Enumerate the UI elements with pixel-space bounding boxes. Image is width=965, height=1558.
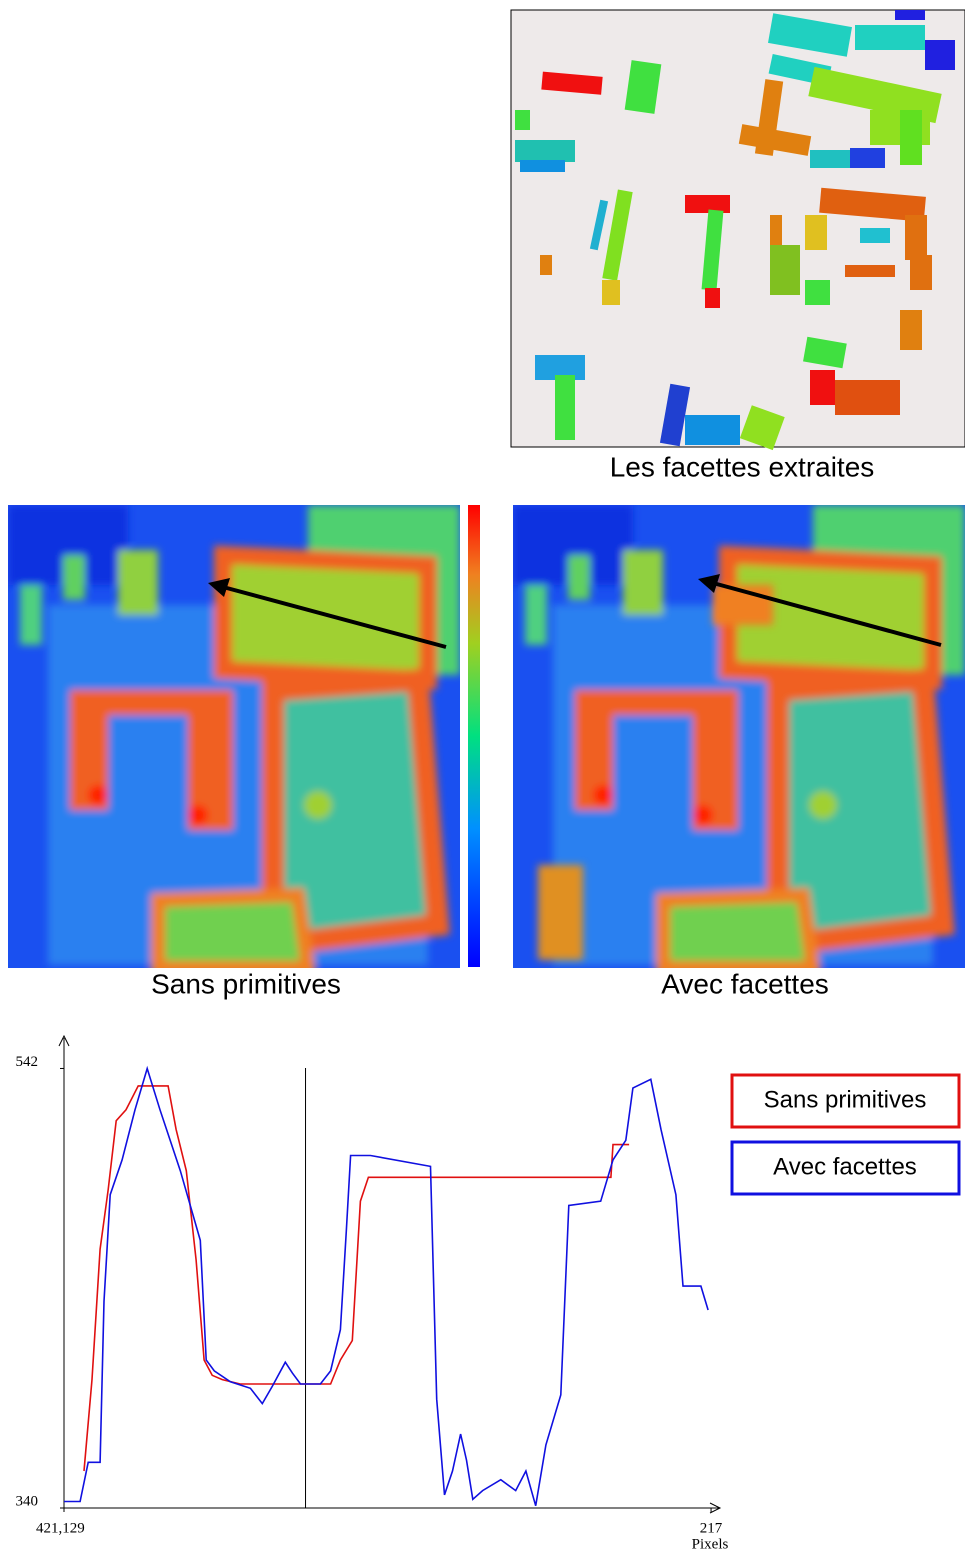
height-map-left xyxy=(8,505,460,968)
caption: Sans primitives xyxy=(151,968,341,999)
color-bar xyxy=(468,505,480,967)
axis-arrow xyxy=(58,1034,70,1047)
x-axis-label: Pixels xyxy=(692,1536,729,1552)
legend-label: Avec facettes xyxy=(773,1153,917,1180)
facets-image xyxy=(510,9,965,451)
x-tick-label: 421,129 xyxy=(36,1520,85,1536)
x-tick-label: 217 xyxy=(700,1520,723,1536)
profile-chart: Pixels 340 542 421,129 217 Sans primitives Av… xyxy=(16,1034,961,1552)
line-series xyxy=(64,1065,709,1507)
axis-arrow xyxy=(709,1502,722,1514)
y-tick-label: 340 xyxy=(16,1493,39,1509)
legend-label: Sans primitives xyxy=(764,1086,927,1113)
line-series xyxy=(83,1085,630,1472)
y-tick-label: 542 xyxy=(16,1054,39,1070)
height-map-right xyxy=(513,505,965,968)
legend-box xyxy=(730,1140,961,1196)
caption: Avec facettes xyxy=(661,968,829,999)
legend-box xyxy=(730,1073,961,1129)
caption: Les facettes extraites xyxy=(610,451,875,482)
